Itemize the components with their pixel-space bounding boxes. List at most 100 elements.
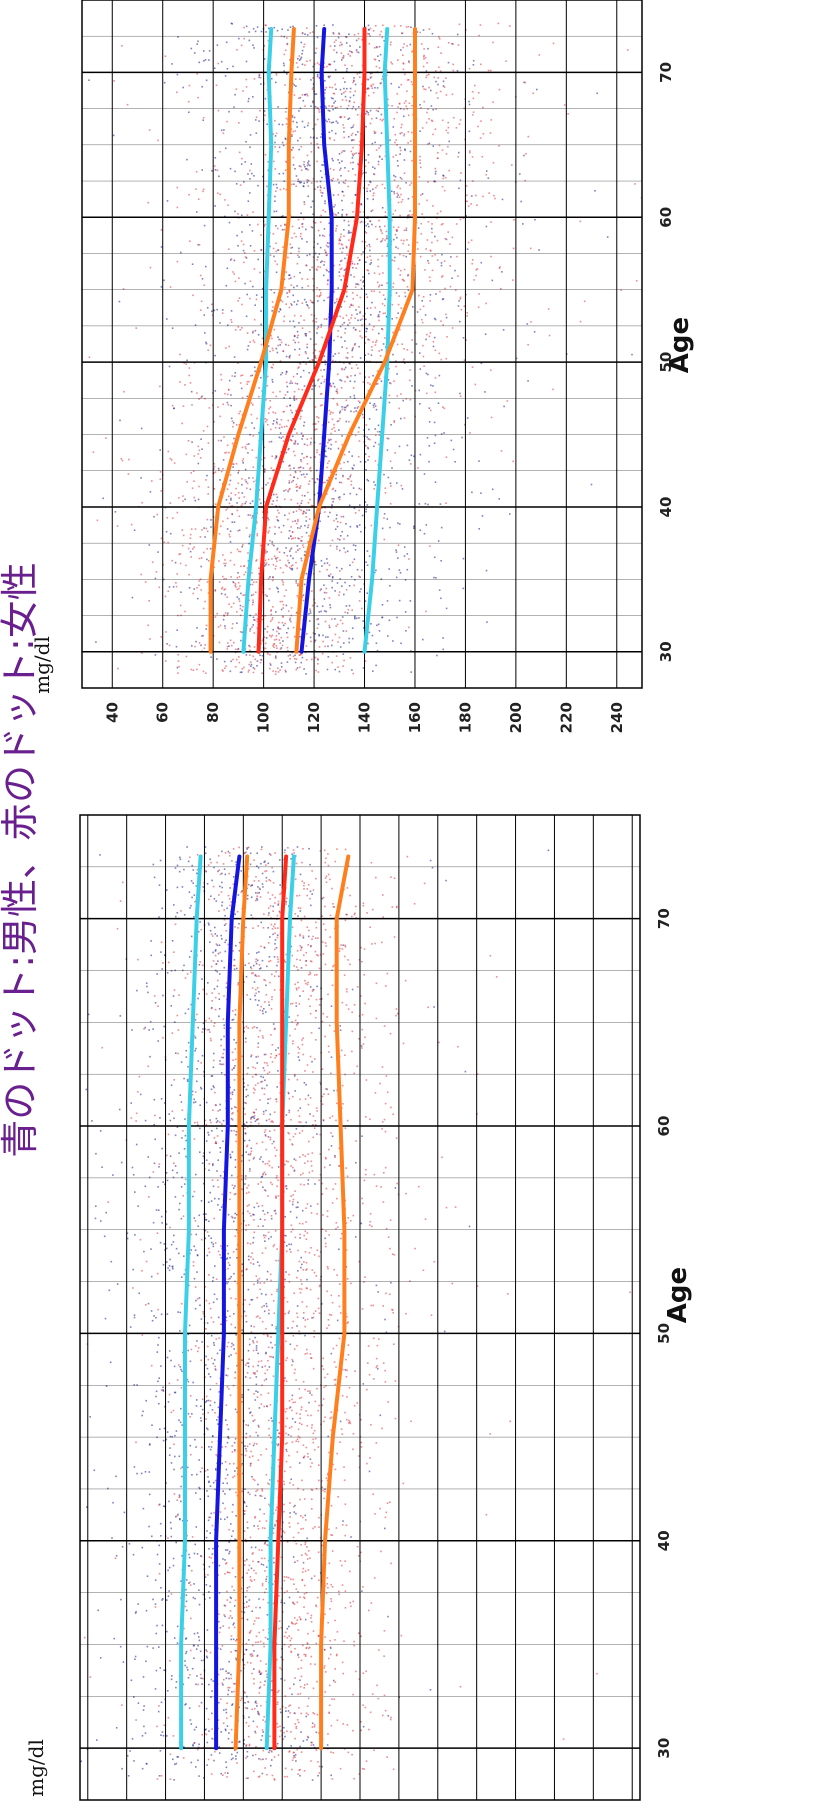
scatter-point <box>250 1147 252 1150</box>
scatter-point <box>306 1705 309 1707</box>
scatter-point <box>300 1121 302 1124</box>
scatter-point <box>277 1459 280 1461</box>
scatter-point <box>246 994 248 996</box>
scatter-point <box>345 268 347 270</box>
scatter-point <box>369 1224 371 1226</box>
scatter-point <box>173 1637 176 1639</box>
scatter-point <box>216 985 219 988</box>
scatter-point <box>162 1734 165 1737</box>
scatter-point <box>210 1241 213 1244</box>
scatter-point <box>219 1175 222 1177</box>
scatter-point <box>278 627 280 630</box>
scatter-point <box>230 1535 233 1538</box>
scatter-point <box>296 126 298 128</box>
scatter-point <box>292 1578 294 1581</box>
scatter-point <box>153 1315 155 1317</box>
scatter-point <box>168 1350 171 1352</box>
scatter-point <box>273 1778 276 1780</box>
scatter-point <box>222 863 225 865</box>
scatter-point <box>296 1601 299 1604</box>
scatter-point <box>227 1428 230 1431</box>
scatter-point <box>270 1751 273 1753</box>
scatter-point <box>227 1278 230 1281</box>
scatter-point <box>337 1496 339 1498</box>
scatter-point <box>235 863 237 866</box>
scatter-point <box>348 1421 351 1423</box>
scatter-point <box>366 190 368 193</box>
scatter-point <box>253 1325 255 1328</box>
scatter-point <box>383 1694 386 1697</box>
scatter-point <box>204 1019 207 1022</box>
scatter-point <box>302 1317 305 1319</box>
scatter-point <box>231 1051 234 1054</box>
scatter-point <box>263 1333 265 1336</box>
scatter-point <box>311 870 313 872</box>
scatter-point <box>294 1236 297 1239</box>
scatter-point <box>224 1728 227 1731</box>
scatter-point <box>321 605 324 607</box>
scatter-point <box>214 1412 216 1414</box>
scatter-point <box>326 1266 329 1268</box>
scatter-point <box>369 402 371 404</box>
scatter-point <box>311 226 314 229</box>
scatter-point <box>248 1212 251 1215</box>
scatter-point <box>466 417 469 419</box>
scatter-point <box>261 872 264 875</box>
scatter-point <box>269 1273 272 1276</box>
scatter-point <box>105 1211 107 1214</box>
scatter-point <box>404 979 407 982</box>
scatter-point <box>189 1581 191 1584</box>
scatter-point <box>267 345 270 347</box>
scatter-point <box>256 1396 259 1398</box>
scatter-point <box>335 51 338 54</box>
scatter-point <box>359 504 361 506</box>
scatter-point <box>471 491 473 494</box>
scatter-point <box>281 372 284 374</box>
scatter-point <box>263 1213 266 1216</box>
scatter-point <box>339 239 342 242</box>
scatter-point <box>210 1446 213 1448</box>
scatter-point <box>342 1103 344 1105</box>
scatter-point <box>159 1667 162 1669</box>
scatter-point <box>294 1368 296 1371</box>
scatter-point <box>285 1160 288 1162</box>
scatter-point <box>259 1158 261 1160</box>
scatter-point <box>270 1217 273 1220</box>
scatter-point <box>423 473 426 475</box>
scatter-point <box>200 1086 202 1089</box>
scatter-point <box>229 670 232 673</box>
scatter-point <box>268 1483 270 1486</box>
scatter-point <box>305 960 307 962</box>
scatter-point <box>227 1341 230 1344</box>
scatter-point <box>303 1498 306 1500</box>
scatter-point <box>286 1450 288 1453</box>
scatter-point <box>340 944 342 946</box>
scatter-point <box>318 967 321 970</box>
scatter-point <box>269 905 272 907</box>
scatter-point <box>171 1675 173 1677</box>
scatter-point <box>241 609 243 612</box>
scatter-point <box>342 653 345 655</box>
scatter-point <box>244 1041 247 1043</box>
scatter-point <box>369 1213 372 1215</box>
scatter-point <box>209 1404 212 1407</box>
scatter-point <box>434 170 437 173</box>
scatter-point <box>308 973 310 976</box>
scatter-point <box>247 868 250 870</box>
scatter-point <box>207 982 209 984</box>
scatter-point <box>225 930 227 932</box>
scatter-point <box>208 1017 211 1020</box>
scatter-point <box>309 1097 312 1099</box>
scatter-point <box>233 1462 235 1465</box>
scatter-point <box>205 1213 207 1215</box>
scatter-point <box>166 1179 169 1182</box>
scatter-point <box>381 1066 384 1068</box>
series-line-female-lower <box>233 854 250 1751</box>
scatter-point <box>210 1121 212 1124</box>
scatter-point <box>307 1713 309 1716</box>
scatter-point <box>289 1644 292 1646</box>
scatter-point <box>344 1560 346 1562</box>
scatter-point <box>361 1135 363 1137</box>
scatter-point <box>257 1352 259 1355</box>
scatter-point <box>171 1032 174 1034</box>
